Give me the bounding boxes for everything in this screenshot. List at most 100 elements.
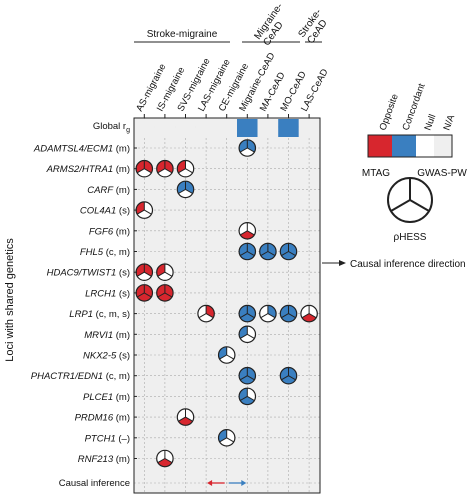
circle-arms2-htra1-svs-migraine-divider-2 [178, 168, 186, 174]
row-label-plce1: PLCE1 (m) [83, 392, 130, 403]
circle-adamtsl4-ecm1-migraine-cead [238, 139, 257, 157]
legend-swatch-opposite [368, 135, 392, 157]
circle-lrch1-is-migraine-phess [157, 292, 172, 302]
circle-plce1-migraine-cead-divider-2 [239, 395, 248, 401]
circle-fhl5-ma-cead-phess [260, 251, 275, 260]
legend-label-mtag: MTAG [362, 168, 390, 179]
circle-rnf213-is-migraine-divider-2 [157, 458, 166, 464]
global-rg-cell-svs-migraine [175, 119, 196, 137]
circle-fgf6-migraine-cead-phess [240, 230, 255, 239]
y-axis-label: Loci with shared genetics [4, 238, 16, 362]
legend-swatch-concordant [392, 135, 416, 157]
circle-col4a1-as-migraine-divider-1 [144, 209, 152, 215]
row-label-fhl5: FHL5 (c, m) [80, 247, 130, 258]
circle-phactr1-edn1-mo-cead-phess [281, 375, 296, 384]
circle-carf-svs-migraine-phess [178, 189, 193, 198]
circle-lrp1-ma-cead [259, 304, 277, 323]
causal-inference-label: Causal inference [59, 478, 130, 489]
circle-nkx2-5-ce-migraine-divider-1 [226, 354, 235, 360]
circle-fhl5-mo-cead-divider-2 [281, 251, 289, 257]
circle-fhl5-migraine-cead [238, 242, 257, 261]
global-rg-cell-as-migraine [134, 119, 155, 137]
row-labels: ADAMTSL4/ECM1 (m) ARMS2/HTRA1 (m) CARF (m)… [31, 144, 137, 465]
circle-nkx2-5-ce-migraine-phess [219, 355, 234, 364]
circle-adamtsl4-ecm1-migraine-cead-phess [240, 148, 255, 157]
group-label-migraine-cead: Migraine- CeAD [252, 0, 296, 48]
circle-carf-svs-migraine [176, 180, 195, 199]
circle-mrvi1-migraine-cead-phess [240, 334, 255, 343]
row-label-ptch1: PTCH1 (–) [85, 433, 130, 444]
global-rg-cell-is-migraine [154, 119, 176, 137]
row-label-rnf213: RNF213 (m) [78, 454, 130, 465]
row-label-phactr1-edn1: PHACTR1/EDN1 (c, m) [31, 371, 130, 382]
circle-fhl5-mo-cead-divider-1 [288, 251, 296, 257]
circle-arms2-htra1-is-migraine-phess [157, 168, 172, 177]
global-rg-cell-las-cead [298, 119, 320, 137]
circle-fhl5-ma-cead-divider-1 [267, 251, 276, 257]
row-label-carf: CARF (m) [87, 185, 130, 196]
locus-circles [135, 139, 318, 468]
circle-col4a1-as-migraine [135, 201, 154, 219]
circle-fgf6-migraine-cead-divider-1 [247, 230, 255, 236]
circle-lrp1-ma-cead-divider-2 [260, 313, 269, 319]
circle-ptch1-ce-migraine-outline [217, 428, 236, 447]
global-rg-cell-las-migraine [195, 119, 217, 137]
circle-lrch1-is-migraine-divider-1 [164, 292, 173, 298]
circle-ptch1-ce-migraine-divider-1 [226, 437, 235, 443]
legend-divider-left [390, 199, 411, 212]
circle-fhl5-mo-cead [279, 242, 298, 261]
global-rg-cell-migraine-cead [237, 119, 258, 137]
circle-prdm16-svs-migraine-divider-2 [178, 416, 186, 422]
global-rg-cell-mo-cead [278, 119, 299, 137]
legend-label-na: N/A [441, 113, 457, 132]
circle-rnf213-is-migraine-phess [157, 458, 172, 467]
circle-plce1-migraine-cead-phess [240, 396, 255, 405]
circle-phactr1-edn1-migraine-cead-phess [240, 375, 255, 384]
circle-fgf6-migraine-cead [238, 222, 257, 240]
circle-ptch1-ce-migraine-phess [219, 437, 234, 446]
circle-lrp1-mo-cead-divider-2 [281, 313, 289, 319]
circle-carf-svs-migraine-divider-1 [185, 188, 193, 194]
circle-lrp1-las-migraine-divider-1 [205, 313, 214, 319]
circle-mrvi1-migraine-cead-divider-1 [247, 333, 255, 339]
circle-lrch1-as-migraine-divider-2 [136, 292, 145, 298]
circle-arms2-htra1-as-migraine-divider-1 [144, 168, 152, 174]
circle-lrp1-las-migraine-divider-2 [198, 313, 207, 319]
circle-lrp1-migraine-cead-divider-2 [239, 313, 248, 319]
circle-arms2-htra1-is-migraine-divider-2 [157, 168, 166, 174]
row-label-arms2-htra1: ARMS2/HTRA1 (m) [46, 164, 130, 175]
circle-lrp1-las-migraine [197, 304, 215, 323]
circle-mrvi1-migraine-cead-divider-2 [239, 333, 248, 339]
circle-arms2-htra1-is-migraine-divider-1 [164, 168, 173, 174]
circle-lrp1-las-cead [300, 304, 318, 323]
circle-plce1-migraine-cead-divider-1 [247, 395, 255, 401]
circle-lrp1-ma-cead-phess [260, 313, 275, 322]
circle-arms2-htra1-svs-migraine [176, 159, 195, 178]
row-label-fgf6: FGF6 (m) [89, 226, 130, 237]
circle-rnf213-is-migraine-divider-1 [164, 458, 173, 464]
circle-lrp1-mo-cead [279, 304, 298, 323]
column-labels: AS-migraineIS-migraineSVS-migraineLAS-mi… [134, 51, 331, 118]
row-label-lrp1: LRP1 (c, m, s) [69, 309, 130, 320]
circle-col4a1-as-migraine-phess [137, 210, 152, 219]
circle-prdm16-svs-migraine-divider-1 [185, 416, 193, 422]
global-rg-cell-ce-migraine [216, 119, 237, 137]
circle-plce1-migraine-cead [238, 387, 257, 406]
circle-lrp1-mo-cead-divider-1 [288, 313, 296, 319]
circle-phactr1-edn1-migraine-cead-divider-1 [247, 375, 255, 381]
circle-arms2-htra1-svs-migraine-phess [178, 168, 193, 177]
circle-phactr1-edn1-mo-cead [279, 366, 298, 385]
circle-lrp1-las-migraine-phess [199, 313, 214, 322]
circle-phactr1-edn1-mo-cead-divider-1 [288, 375, 296, 381]
circle-arms2-htra1-as-migraine-phess [137, 168, 152, 177]
circle-phactr1-edn1-migraine-cead [238, 366, 257, 385]
circle-lrp1-las-cead-divider-2 [301, 313, 310, 319]
circle-ptch1-ce-migraine-divider-2 [219, 437, 227, 443]
legend: Opposite Concordant Null N/A MTAG GWAS-P… [362, 82, 467, 243]
legend-label-phess: ρHESS [394, 232, 427, 243]
row-label-lrch1: LRCH1 (s) [85, 288, 130, 299]
causal-arrowhead-left [207, 480, 213, 486]
circle-col4a1-as-migraine-divider-2 [136, 209, 145, 215]
circle-hdac9-twist1-as-migraine-phess [137, 272, 152, 281]
circle-arms2-htra1-as-migraine-divider-2 [136, 168, 145, 174]
